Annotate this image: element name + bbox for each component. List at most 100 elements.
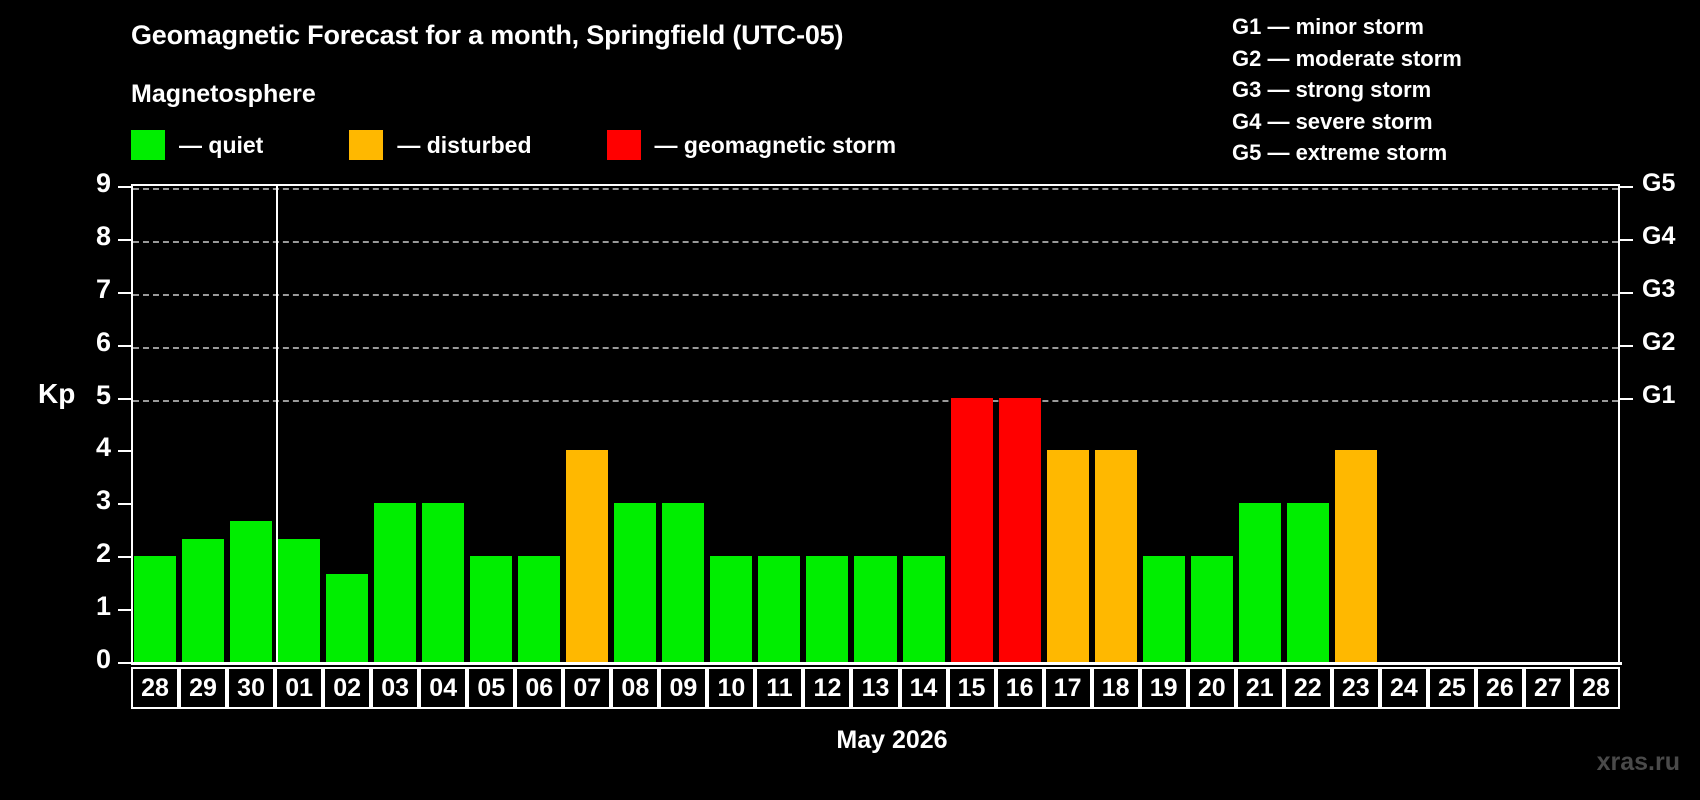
y-tick-2	[118, 556, 131, 559]
plot-area	[131, 184, 1620, 664]
date-cell-17: 15	[947, 667, 996, 709]
gridline-kp-6	[133, 346, 1618, 349]
legend-item-quiet: — quiet	[131, 130, 263, 160]
date-cell-24: 22	[1283, 667, 1332, 709]
gridlines	[133, 186, 1618, 664]
date-cell-8: 06	[515, 667, 564, 709]
bar-column	[371, 186, 419, 662]
date-cell-3: 01	[275, 667, 324, 709]
month-separator-line	[276, 186, 279, 664]
bar-column	[755, 186, 803, 662]
g-tick-label-G1: G1	[1642, 380, 1676, 409]
legend-label-quiet: — quiet	[179, 131, 264, 158]
y-tick-9	[118, 186, 131, 188]
legend-swatch-geomagnetic-storm	[606, 130, 641, 160]
bar-03	[374, 503, 417, 662]
y-tick-5	[118, 397, 131, 400]
legend-item-geomagnetic-storm: — geomagnetic storm	[606, 130, 896, 160]
bar-column	[323, 186, 371, 662]
date-cell-0: 28	[131, 667, 180, 709]
y-tick-4	[118, 450, 131, 453]
date-cell-27: 25	[1427, 667, 1476, 709]
bar-08	[614, 503, 657, 662]
date-cell-4: 02	[323, 667, 372, 709]
bar-12	[806, 556, 849, 662]
y-tick-1	[118, 609, 131, 612]
date-cell-10: 08	[611, 667, 660, 709]
watermark: xras.ru	[1596, 748, 1680, 776]
y-tick-8	[118, 238, 131, 241]
y-tick-label-2: 2	[95, 538, 111, 569]
y-tick-label-1: 1	[95, 591, 111, 622]
date-cell-13: 11	[755, 667, 804, 709]
g-tick-G3	[1620, 291, 1633, 294]
bar-column	[1140, 186, 1188, 662]
bar-column	[948, 186, 996, 662]
date-cell-30: 28	[1571, 667, 1620, 709]
g-scale-item-3: G3 — strong storm	[1232, 77, 1432, 102]
bar-column	[707, 186, 755, 662]
bar-07	[566, 450, 609, 662]
date-cell-1: 29	[179, 667, 228, 709]
bar-05	[470, 556, 513, 662]
date-cell-9: 07	[563, 667, 612, 709]
bar-column	[515, 186, 563, 662]
bar-28	[134, 556, 177, 662]
y-tick-label-8: 8	[95, 220, 111, 251]
bar-series	[133, 186, 1618, 662]
legend-item-disturbed: — disturbed	[349, 130, 532, 160]
bar-30	[230, 520, 273, 662]
y-tick-6	[118, 344, 131, 347]
legend-swatch-disturbed	[349, 130, 384, 160]
bar-column	[900, 186, 948, 662]
bar-06	[518, 556, 561, 662]
bar-15	[950, 397, 993, 662]
bar-19	[1142, 556, 1185, 662]
bar-20	[1190, 556, 1233, 662]
g-scale-legend: G1 — minor storm G2 — moderate storm G3 — …	[1232, 11, 1462, 169]
y-tick-3	[118, 503, 131, 506]
x-axis-baseline	[131, 662, 1622, 665]
g-tick-label-G2: G2	[1642, 327, 1676, 356]
bar-column	[996, 186, 1044, 662]
g-scale-item-5: G5 — extreme storm	[1232, 140, 1448, 165]
date-cell-26: 24	[1379, 667, 1428, 709]
g-tick-G2	[1620, 344, 1633, 347]
bar-column	[563, 186, 611, 662]
bar-09	[662, 503, 705, 662]
g-tick-label-G4: G4	[1642, 221, 1676, 250]
magnetosphere-label: Magnetosphere	[131, 80, 316, 108]
bar-23	[1334, 450, 1377, 662]
bar-column	[611, 186, 659, 662]
bar-13	[854, 556, 897, 662]
bar-04	[422, 503, 465, 662]
bar-column	[1236, 186, 1284, 662]
y-tick-label-3: 3	[95, 485, 111, 516]
date-cell-12: 10	[707, 667, 756, 709]
bar-18	[1094, 450, 1137, 662]
bar-01	[278, 538, 321, 662]
bar-11	[758, 556, 801, 662]
magnetosphere-legend: — quiet — disturbed — geomagnetic storm	[131, 130, 896, 160]
y-tick-label-7: 7	[95, 273, 111, 304]
bar-14	[902, 556, 945, 662]
bar-10	[710, 556, 753, 662]
y-tick-label-9: 9	[95, 168, 111, 198]
g-scale-item-2: G2 — moderate storm	[1232, 45, 1462, 71]
bar-22	[1286, 503, 1329, 662]
bar-17	[1046, 450, 1089, 662]
date-cell-15: 13	[851, 667, 900, 709]
g-scale-item-1: G1 — minor storm	[1232, 14, 1424, 39]
date-cell-28: 26	[1475, 667, 1524, 709]
g-tick-G4	[1620, 238, 1633, 241]
x-axis-title-text: May 2026	[836, 726, 948, 754]
gridline-kp-9	[133, 188, 1618, 190]
date-cell-20: 18	[1091, 667, 1140, 709]
bar-column	[1284, 186, 1332, 662]
y-tick-label-0: 0	[95, 644, 111, 674]
y-axis-title: Kp	[38, 378, 76, 409]
g-tick-G5	[1620, 186, 1633, 188]
g-tick-G1	[1620, 397, 1633, 400]
gridline-kp-5	[133, 399, 1618, 402]
